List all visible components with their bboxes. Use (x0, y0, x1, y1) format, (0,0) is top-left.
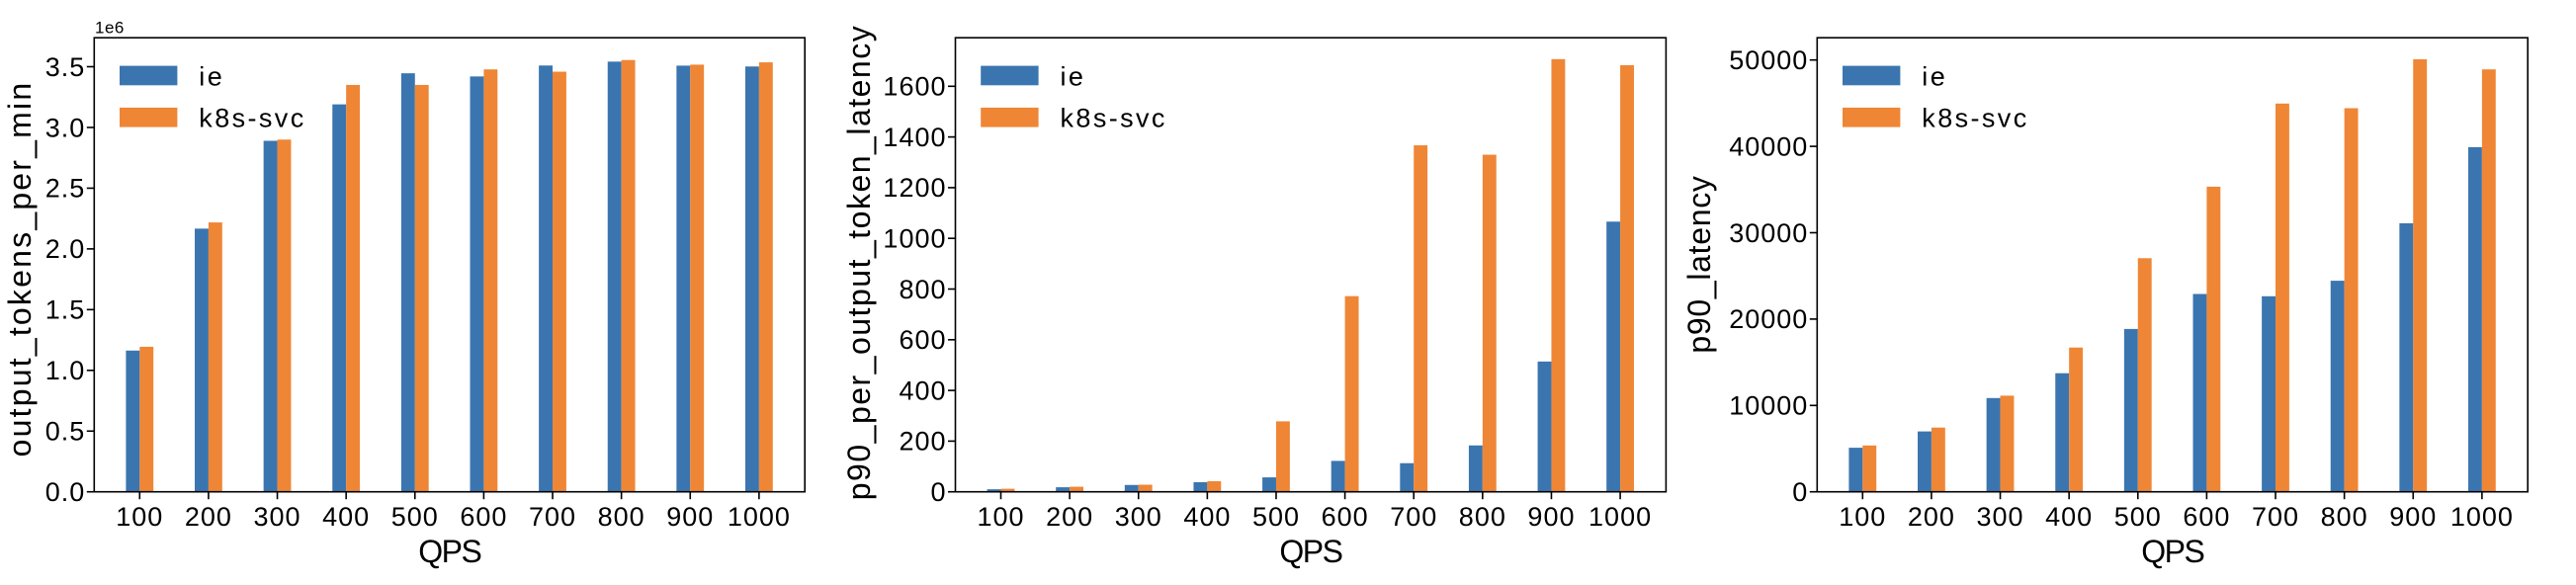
svg-text:3.0: 3.0 (45, 113, 86, 142)
svg-text:0.5: 0.5 (45, 417, 86, 447)
svg-text:0: 0 (930, 477, 946, 507)
svg-text:10000: 10000 (1729, 391, 1808, 421)
svg-text:k8s-svc: k8s-svc (1061, 104, 1167, 133)
svg-text:700: 700 (2252, 502, 2299, 532)
svg-text:output_tokens_per_min: output_tokens_per_min (2, 81, 38, 458)
svg-text:200: 200 (185, 502, 232, 532)
svg-text:0: 0 (1792, 477, 1808, 507)
svg-text:0.0: 0.0 (45, 477, 86, 507)
svg-text:1000: 1000 (1589, 502, 1652, 532)
svg-text:QPS: QPS (2141, 534, 2203, 569)
svg-text:ie: ie (1922, 61, 1947, 91)
svg-text:1200: 1200 (883, 173, 946, 203)
svg-text:300: 300 (254, 502, 301, 532)
svg-text:200: 200 (899, 427, 946, 457)
svg-text:800: 800 (598, 502, 645, 532)
svg-text:ie: ie (1061, 61, 1086, 91)
svg-text:900: 900 (666, 502, 714, 532)
svg-text:p90_per_output_token_latency: p90_per_output_token_latency (841, 25, 877, 500)
svg-text:200: 200 (1908, 502, 1955, 532)
svg-text:900: 900 (1527, 502, 1575, 532)
svg-text:100: 100 (116, 502, 163, 532)
svg-text:700: 700 (1390, 502, 1437, 532)
svg-text:2.5: 2.5 (45, 174, 86, 204)
svg-text:40000: 40000 (1729, 131, 1808, 161)
svg-text:p90_latency: p90_latency (1681, 175, 1717, 353)
svg-text:1.0: 1.0 (45, 356, 86, 385)
svg-text:300: 300 (1977, 502, 2024, 532)
svg-text:400: 400 (2045, 502, 2093, 532)
svg-text:600: 600 (460, 502, 507, 532)
svg-text:800: 800 (2321, 502, 2368, 532)
svg-text:k8s-svc: k8s-svc (1922, 104, 2028, 133)
svg-text:k8s-svc: k8s-svc (199, 104, 305, 133)
svg-text:1e6: 1e6 (95, 19, 125, 38)
svg-text:400: 400 (1183, 502, 1231, 532)
svg-text:2.0: 2.0 (45, 234, 86, 264)
svg-text:900: 900 (2389, 502, 2437, 532)
svg-text:3.5: 3.5 (45, 52, 86, 82)
svg-text:1000: 1000 (2450, 502, 2514, 532)
svg-text:100: 100 (1839, 502, 1886, 532)
svg-text:600: 600 (899, 325, 946, 355)
svg-text:1.5: 1.5 (45, 295, 86, 325)
svg-text:1400: 1400 (883, 123, 946, 152)
svg-text:500: 500 (391, 502, 439, 532)
svg-text:400: 400 (322, 502, 370, 532)
svg-text:1000: 1000 (728, 502, 791, 532)
svg-text:300: 300 (1115, 502, 1162, 532)
svg-text:800: 800 (1459, 502, 1506, 532)
svg-text:600: 600 (1322, 502, 1369, 532)
svg-text:500: 500 (1252, 502, 1300, 532)
svg-text:100: 100 (977, 502, 1024, 532)
svg-text:1600: 1600 (883, 72, 946, 102)
svg-text:50000: 50000 (1729, 45, 1808, 75)
svg-text:30000: 30000 (1729, 218, 1808, 248)
svg-text:1000: 1000 (883, 224, 946, 254)
svg-text:QPS: QPS (1279, 534, 1341, 569)
svg-text:400: 400 (899, 376, 946, 405)
svg-text:200: 200 (1046, 502, 1093, 532)
svg-text:QPS: QPS (418, 534, 480, 569)
svg-text:ie: ie (199, 61, 224, 91)
svg-text:20000: 20000 (1729, 304, 1808, 334)
svg-text:700: 700 (529, 502, 576, 532)
svg-text:800: 800 (899, 275, 946, 304)
svg-text:500: 500 (2114, 502, 2162, 532)
svg-text:600: 600 (2183, 502, 2230, 532)
